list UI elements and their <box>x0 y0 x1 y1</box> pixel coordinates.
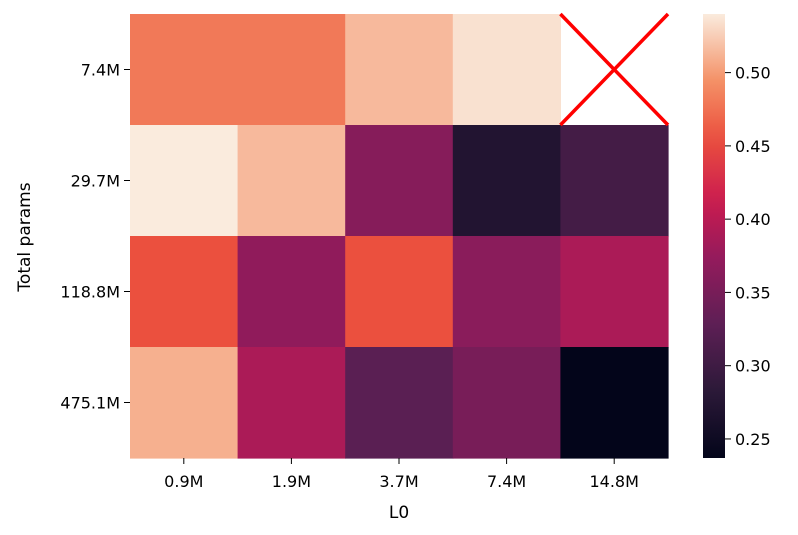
heatmap-cell <box>345 347 454 459</box>
x-axis-ticks: 0.9M 1.9M 3.7M 7.4M 14.8M <box>164 458 639 491</box>
colorbar-ticks: 0.25 0.30 0.35 0.40 0.45 0.50 <box>725 64 771 449</box>
x-tick-label: 14.8M <box>589 472 638 491</box>
x-axis-label: L0 <box>389 503 409 523</box>
colorbar-tick-label: 0.25 <box>735 430 771 449</box>
colorbar-tick-label: 0.45 <box>735 137 771 156</box>
heatmap-cell <box>560 236 669 348</box>
colorbar-tick-label: 0.50 <box>735 64 771 83</box>
heatmap-cell <box>345 125 454 237</box>
heatmap-cell <box>345 236 454 348</box>
x-tick-label: 3.7M <box>379 472 418 491</box>
heatmap-cell <box>560 125 669 237</box>
x-tick-label: 0.9M <box>164 472 203 491</box>
missing-cell-markers <box>559 12 670 127</box>
heatmap-cell <box>452 347 561 459</box>
heatmap-cell <box>237 347 346 459</box>
colorbar <box>703 14 725 458</box>
heatmap-cell <box>237 125 346 237</box>
missing-cell-x <box>559 12 670 127</box>
y-axis-ticks: 7.4M 29.7M 118.8M 475.1M <box>60 61 130 413</box>
heatmap-cell <box>130 347 239 459</box>
y-tick-label: 118.8M <box>60 283 120 302</box>
heatmap-cell <box>237 236 346 348</box>
heatmap-cell <box>130 14 239 126</box>
heatmap-cell <box>345 14 454 126</box>
heatmap-cell <box>452 236 561 348</box>
heatmap-cell <box>237 14 346 126</box>
y-tick-label: 7.4M <box>81 61 120 80</box>
heatmap-cell <box>130 236 239 348</box>
heatmap-cell <box>560 347 669 459</box>
colorbar-tick-label: 0.30 <box>735 357 771 376</box>
y-tick-label: 29.7M <box>71 172 120 191</box>
heatmap-cells <box>130 14 669 459</box>
colorbar-tick-label: 0.35 <box>735 283 771 302</box>
colorbar-tick-label: 0.40 <box>735 210 771 229</box>
x-tick-label: 7.4M <box>487 472 526 491</box>
heatmap-cell <box>452 125 561 237</box>
x-tick-label: 1.9M <box>272 472 311 491</box>
heatmap-cell <box>452 14 561 126</box>
heatmap-cell <box>130 125 239 237</box>
y-tick-label: 475.1M <box>60 394 120 413</box>
y-axis-label: Total params <box>15 182 35 292</box>
